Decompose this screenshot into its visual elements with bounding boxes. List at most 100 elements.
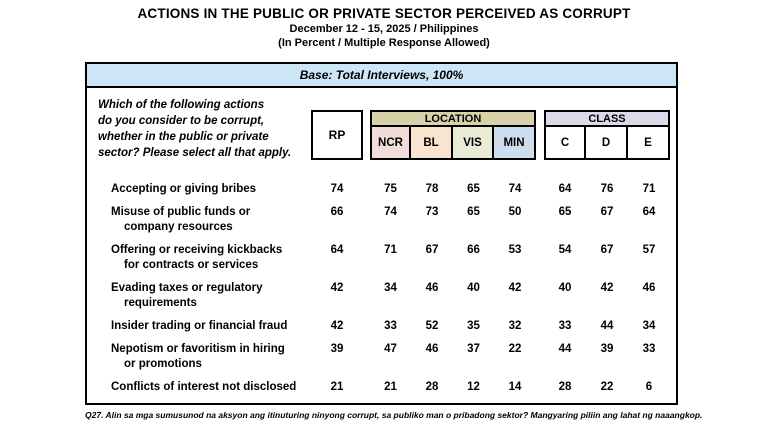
value-cell: 28 [425,381,439,393]
value-cell: 53 [508,244,522,256]
value-cell: 46 [642,282,656,294]
column-group-class: CLASS [544,110,670,127]
value-cell: 46 [425,343,439,355]
survey-date-subtitle: December 12 - 15, 2025 / Philippines [289,23,479,35]
table-row-bribes: Accepting or giving bribes 74 75 78 65 7… [87,182,676,197]
value-cell: 40 [467,282,480,294]
title-block: ACTIONS IN THE PUBLIC OR PRIVATE SECTOR … [0,0,768,58]
row-label-line: Conflicts of interest not disclosed [111,381,297,393]
value-cell: 42 [600,282,614,294]
location-column-group: LOCATION NCR BL VIS MIN [370,110,536,160]
value-cell: 67 [600,206,614,218]
value-cell: 50 [508,206,522,218]
value-cell: 65 [467,206,480,218]
column-header-e: E [628,127,670,160]
value-cell: 46 [425,282,439,294]
row-label-line: company resources [124,221,233,233]
value-cell: 64 [642,206,656,218]
row-label: Misuse of public funds or company resour… [87,205,311,235]
table-row-insider-trading: Insider trading or financial fraud 42 33… [87,319,676,334]
row-label-line: requirements [124,297,197,309]
value-cell: 66 [330,206,344,218]
value-cell: 71 [642,183,656,195]
row-label-line: or promotions [124,358,202,370]
column-header-ncr: NCR [370,127,411,160]
value-cell: 74 [508,183,522,195]
value-cell: 64 [558,183,572,195]
row-label-line: Insider trading or financial fraud [111,320,288,332]
value-cell: 33 [558,320,572,332]
row-label-line: Offering or receiving kickbacks [111,244,283,256]
value-cell: 74 [330,183,344,195]
value-cell: 76 [600,183,614,195]
value-cell: 35 [467,320,480,332]
row-label: Insider trading or financial fraud [87,319,311,334]
row-label: Conflicts of interest not disclosed [87,380,311,395]
value-cell: 52 [425,320,439,332]
value-cell: 40 [558,282,572,294]
table-header: Which of the following actions do you co… [87,88,676,172]
row-label-line: Evading taxes or regulatory [111,282,263,294]
column-header-min: MIN [494,127,536,160]
value-cell: 67 [425,244,439,256]
percent-note-subtitle: (In Percent / Multiple Response Allowed) [278,37,490,49]
value-cell: 14 [508,381,522,393]
column-header-bl: BL [411,127,453,160]
column-group-location: LOCATION [370,110,536,127]
table-row-misuse-funds: Misuse of public funds or company resour… [87,205,676,235]
value-cell: 78 [425,183,439,195]
base-row: Base: Total Interviews, 100% [87,64,676,88]
column-header-vis: VIS [453,127,494,160]
value-cell: 21 [330,381,344,393]
results-table: Base: Total Interviews, 100% Which of th… [85,62,678,405]
value-cell: 33 [642,343,656,355]
value-cell: 34 [642,320,656,332]
table-row-evading-taxes: Evading taxes or regulatory requirements… [87,281,676,311]
value-cell: 33 [384,320,397,332]
value-cell: 66 [467,244,480,256]
value-cell: 22 [508,343,522,355]
row-label-line: for contracts or services [124,259,259,271]
column-header-rp: RP [311,110,363,160]
value-cell: 28 [558,381,572,393]
rp-label: RP [328,128,346,142]
value-cell: 73 [425,206,439,218]
value-cell: 67 [600,244,614,256]
question-line: Which of the following actions [98,99,265,111]
value-cell: 39 [600,343,614,355]
value-cell: 57 [642,244,656,256]
value-cell: 75 [384,183,397,195]
row-label-line: Misuse of public funds or [111,206,251,218]
value-cell: 47 [384,343,397,355]
value-cell: 64 [330,244,344,256]
table-row-kickbacks: Offering or receiving kickbacks for cont… [87,243,676,273]
row-label-line: Accepting or giving bribes [111,183,257,195]
value-cell: 74 [384,206,397,218]
value-cell: 42 [330,320,344,332]
table-row-conflicts-of-interest: Conflicts of interest not disclosed 21 2… [87,380,676,395]
question-line: do you consider to be corrupt, [98,115,265,127]
class-column-group: CLASS C D E [544,110,670,160]
value-cell: 44 [600,320,614,332]
column-header-d: D [586,127,628,160]
value-cell: 12 [467,381,480,393]
value-cell: 21 [384,381,397,393]
value-cell: 71 [384,244,397,256]
value-cell: 42 [508,282,522,294]
row-label: Offering or receiving kickbacks for cont… [87,243,311,273]
value-cell: 34 [384,282,397,294]
value-cell: 37 [467,343,480,355]
question-line: whether in the public or private [98,131,269,143]
value-cell: 32 [508,320,522,332]
value-cell: 22 [600,381,614,393]
row-label-line: Nepotism or favoritism in hiring [111,343,285,355]
column-header-c: C [544,127,586,160]
value-cell: 39 [330,343,344,355]
row-label: Accepting or giving bribes [87,182,311,197]
table-body: Accepting or giving bribes 74 75 78 65 7… [87,172,676,403]
base-label: Base: Total Interviews, 100% [299,68,464,82]
value-cell: 42 [330,282,344,294]
page-title: ACTIONS IN THE PUBLIC OR PRIVATE SECTOR … [137,6,631,21]
value-cell: 6 [645,381,653,393]
